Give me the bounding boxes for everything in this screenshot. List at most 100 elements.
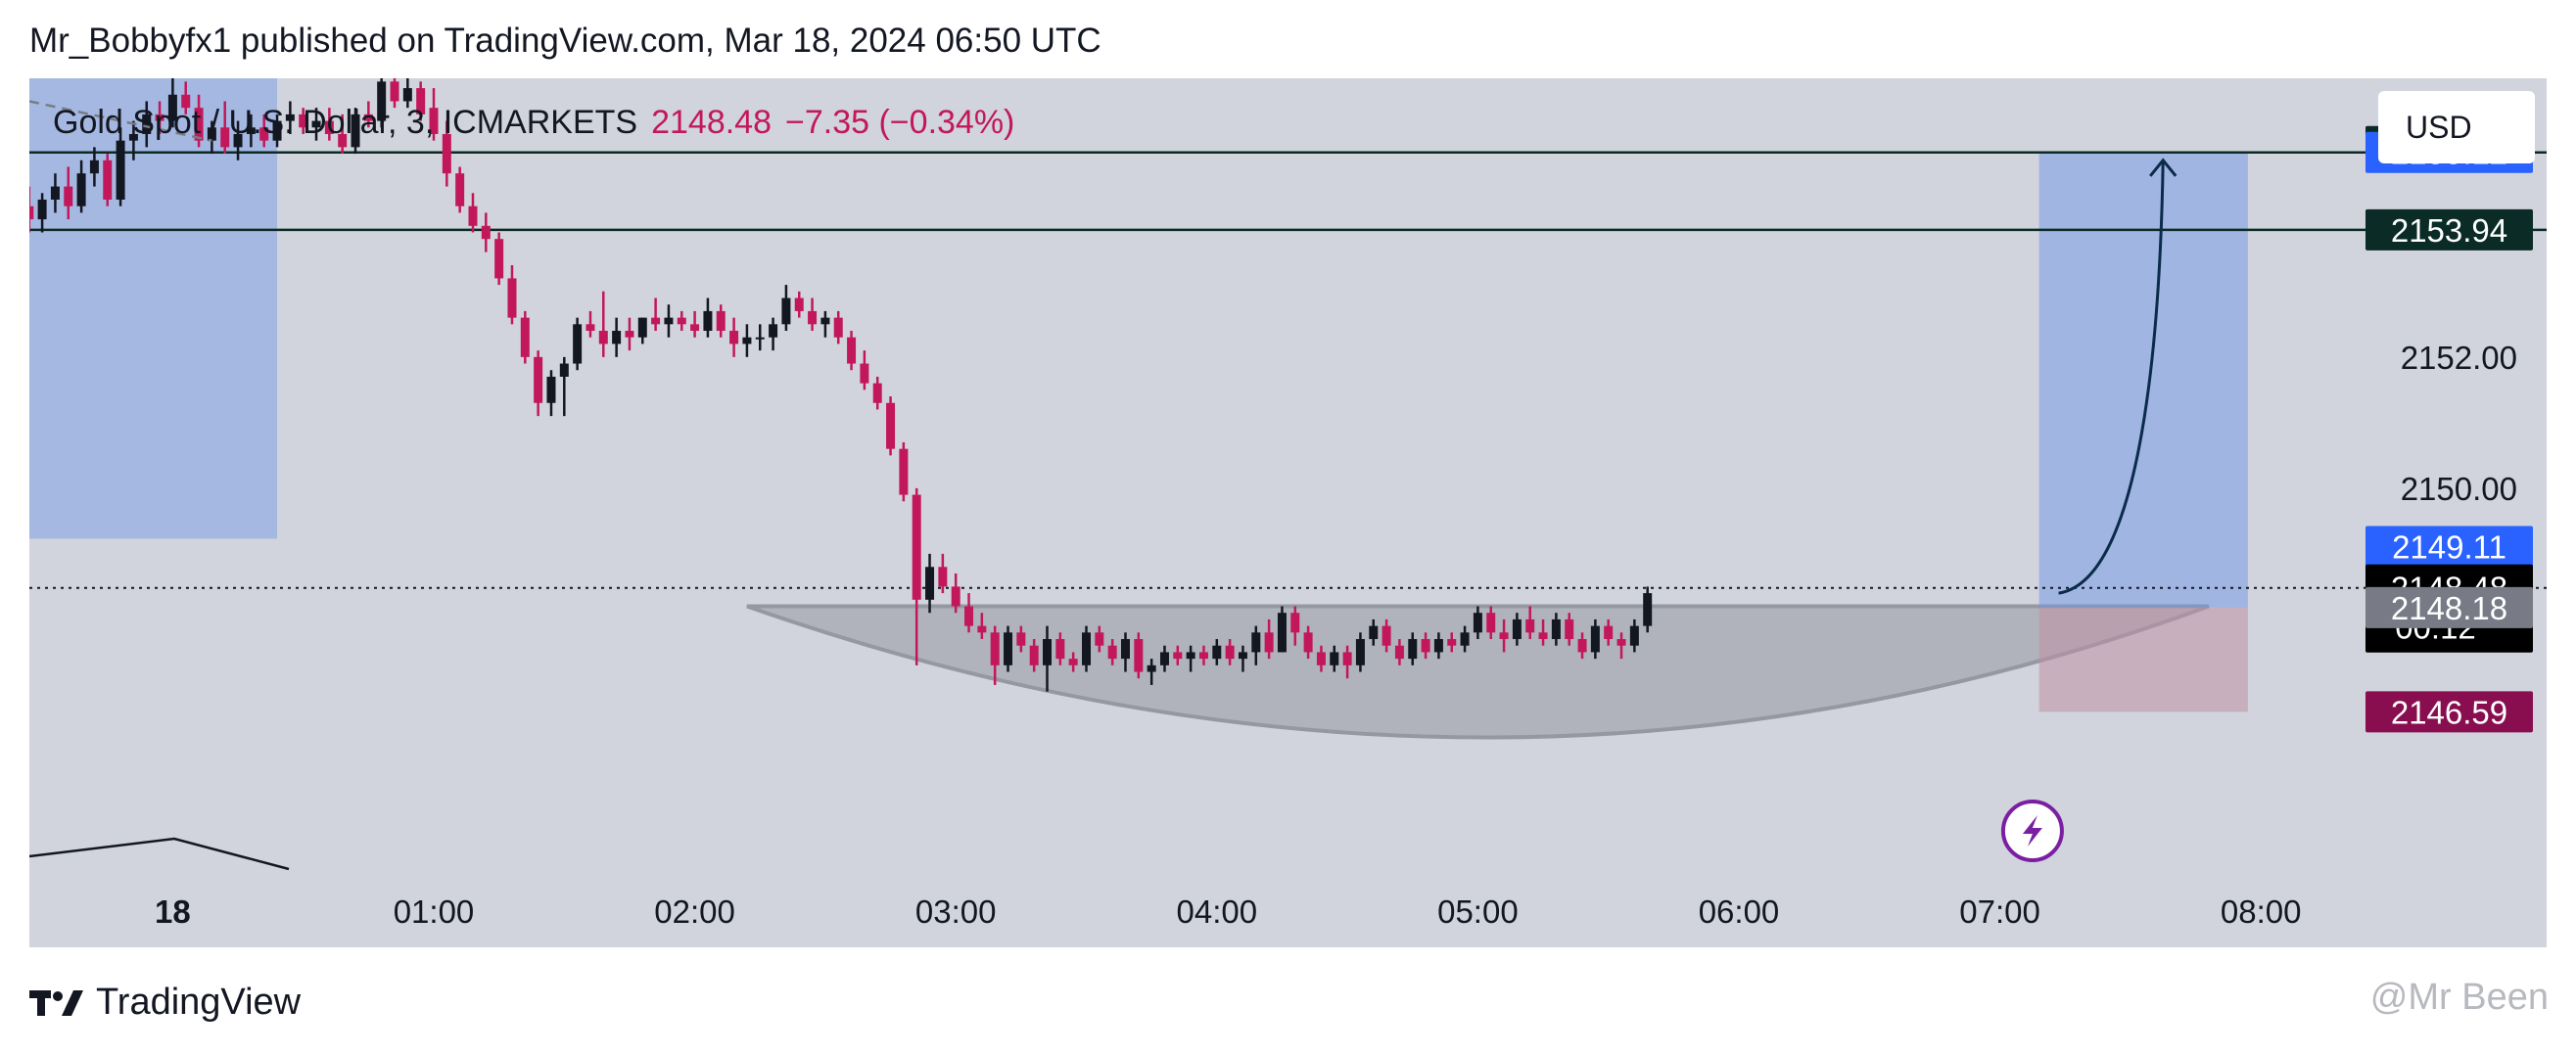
- candle-body: [1055, 639, 1065, 660]
- candle-body: [1330, 652, 1339, 665]
- candle-body: [194, 108, 204, 141]
- candle-body: [377, 81, 387, 121]
- candle-body: [573, 324, 583, 364]
- candle-body: [742, 337, 752, 344]
- candle-body: [233, 133, 243, 148]
- candle-body: [585, 324, 595, 332]
- price-tag: [2365, 526, 2533, 568]
- candle-body: [1147, 664, 1156, 672]
- candle-body: [311, 120, 321, 128]
- candle-body: [116, 140, 125, 200]
- candle-body: [546, 376, 556, 403]
- projection-arrow-head: [2149, 158, 2178, 177]
- x-tick-label: 04:00: [1177, 894, 1258, 930]
- candle-body: [833, 317, 843, 338]
- candle-body: [1643, 593, 1653, 626]
- candle-body: [507, 278, 517, 318]
- candle-body: [1355, 639, 1365, 665]
- candle-body: [716, 310, 726, 332]
- candle-body: [272, 120, 282, 141]
- candle-body: [990, 632, 1000, 665]
- candle-body: [128, 133, 138, 141]
- candle-body: [899, 448, 909, 495]
- price-tag-label: 2148.18: [2391, 590, 2507, 626]
- candle-body: [951, 586, 960, 607]
- candle-body: [847, 337, 857, 364]
- candle-body: [1616, 639, 1626, 646]
- candle-body: [1212, 645, 1222, 660]
- tradingview-logo[interactable]: TradingView: [29, 982, 301, 1024]
- candle-body: [912, 494, 921, 600]
- candle-body: [637, 317, 647, 338]
- candle-body: [351, 114, 360, 148]
- price-tag-label: 2146.59: [2391, 694, 2507, 730]
- y-tick-label: 2150.00: [2401, 471, 2517, 507]
- candle-body: [1225, 645, 1235, 660]
- trend-dashed-line: [29, 100, 212, 142]
- currency-button[interactable]: USD: [2378, 91, 2535, 163]
- candle-body: [1016, 632, 1026, 646]
- candle-body: [1082, 632, 1091, 665]
- candle-body: [690, 324, 700, 332]
- candle-body: [76, 173, 86, 206]
- candle-body: [1316, 652, 1326, 665]
- x-tick-label: 05:00: [1437, 894, 1519, 930]
- candle-body: [703, 310, 713, 332]
- candle-body: [1433, 639, 1443, 653]
- lightning-bolt-glyph: [2022, 815, 2042, 847]
- candle-body: [1290, 613, 1300, 633]
- x-tick-label: 06:00: [1699, 894, 1780, 930]
- candle-body: [860, 363, 869, 384]
- candle-body: [1604, 625, 1614, 640]
- candle-body: [1342, 652, 1352, 665]
- candle-body: [1629, 625, 1639, 646]
- tradingview-logo-icon: [29, 989, 83, 1016]
- candle-body: [1173, 652, 1183, 660]
- candle-body: [534, 356, 543, 403]
- candle-body: [651, 317, 661, 325]
- candle-body: [1394, 645, 1404, 660]
- candle-body: [207, 127, 216, 141]
- candle-body: [781, 298, 791, 325]
- candle-body: [1029, 645, 1039, 665]
- candle-body: [520, 317, 530, 357]
- candle-body: [1538, 632, 1548, 640]
- candle-body: [29, 206, 34, 220]
- candle-body: [481, 225, 491, 240]
- candle-body: [494, 239, 504, 279]
- candle-body: [142, 114, 152, 134]
- candle-body: [455, 173, 465, 206]
- candle-body: [625, 331, 634, 338]
- candlestick-chart[interactable]: 18 01:00 02:00 03:00 04:00 05:00 06:00 07:00 08:…: [29, 78, 2547, 947]
- x-tick-label: 08:00: [2221, 894, 2302, 930]
- candle-body: [338, 133, 348, 148]
- symbol-legend[interactable]: Gold Spot / U.S. Dollar, 3, ICMARKETS 214…: [53, 104, 1014, 142]
- candle-body: [872, 383, 882, 403]
- candle-body: [729, 331, 739, 344]
- candle-body: [259, 127, 269, 141]
- candle-body: [442, 133, 451, 174]
- price-tag: [2365, 691, 2533, 733]
- candle-body: [64, 186, 73, 206]
- candle-body: [89, 160, 99, 174]
- candle-body: [429, 108, 439, 134]
- candle-body: [1369, 625, 1379, 640]
- candle-body: [468, 206, 478, 226]
- candle-body: [886, 402, 896, 449]
- candle-body: [1590, 625, 1600, 653]
- candle-body: [1565, 619, 1574, 640]
- candle-body: [794, 298, 804, 311]
- candle-body: [103, 160, 113, 200]
- brand-name: TradingView: [96, 982, 302, 1023]
- price-tag-label: 2153.94: [2391, 212, 2507, 249]
- candle-body: [755, 337, 765, 340]
- price-tag: [2365, 586, 2533, 628]
- candle-body: [1512, 619, 1522, 640]
- x-tick-label: 03:00: [915, 894, 997, 930]
- candle-body: [246, 127, 256, 134]
- candle-body: [925, 567, 935, 600]
- projection-arrow: [2058, 160, 2165, 595]
- chart-panel[interactable]: 18 01:00 02:00 03:00 04:00 05:00 06:00 07:00 08:…: [29, 78, 2547, 947]
- candle-body: [559, 363, 569, 377]
- candle-body: [938, 567, 948, 587]
